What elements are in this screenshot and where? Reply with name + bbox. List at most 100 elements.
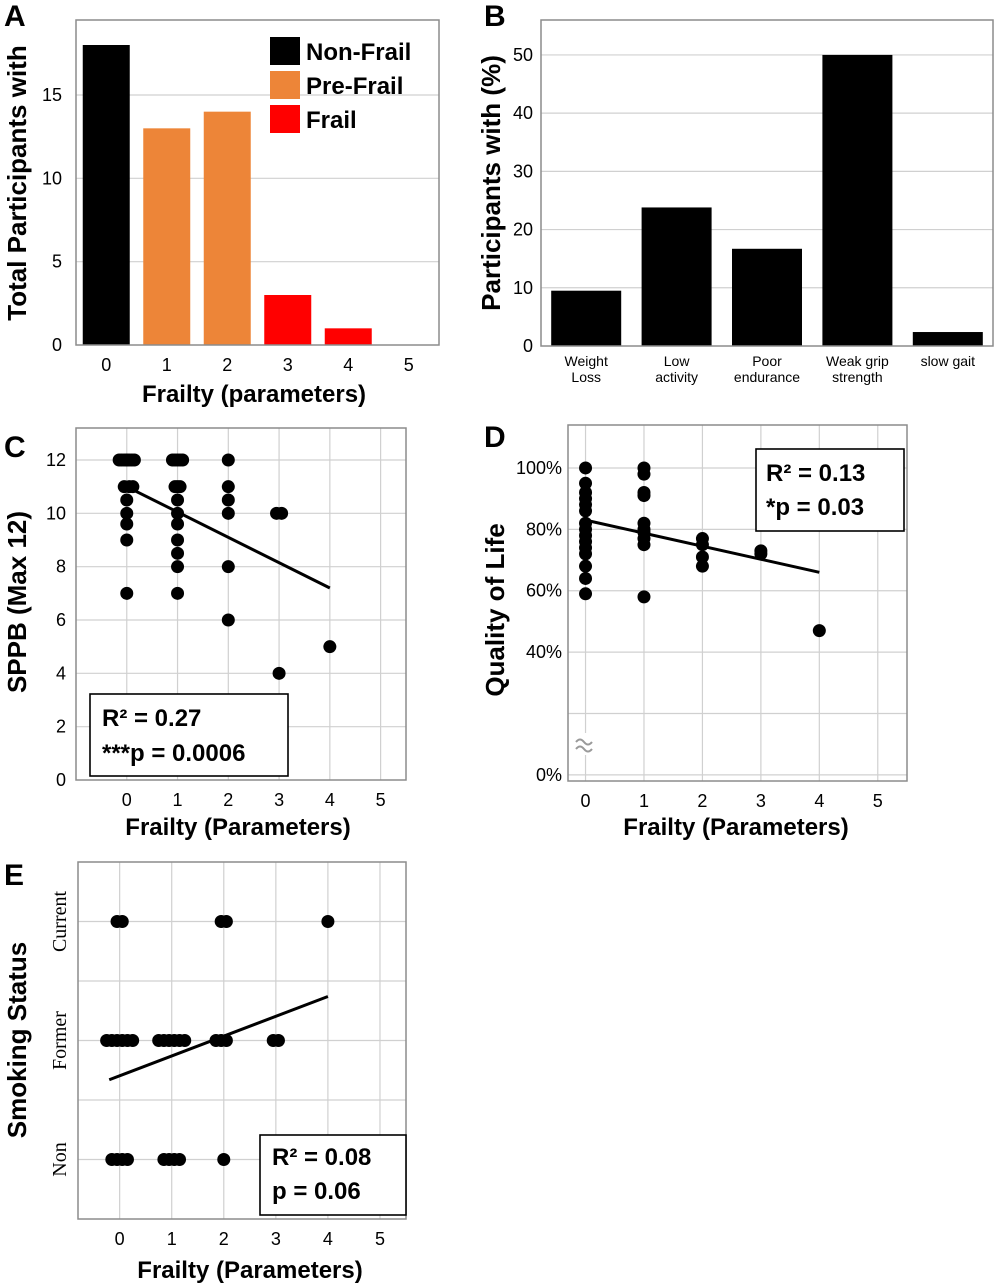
x-tick-label: 3	[283, 355, 293, 375]
panel-c-plot-area	[75, 427, 407, 781]
panel-e-plot-area	[77, 861, 407, 1220]
y-tick-label: 0	[523, 336, 533, 356]
y-tick-label: 40	[513, 103, 533, 123]
data-point	[221, 453, 235, 467]
x-tick-label: 2	[223, 790, 233, 810]
x-tick-label: 2	[222, 355, 232, 375]
y-tick-label: Non	[49, 1142, 71, 1176]
data-point	[219, 915, 233, 928]
panel-c-stats-box: R² = 0.27 ***p = 0.0006	[89, 693, 289, 777]
bar-4	[324, 328, 372, 345]
y-tick-label: 15	[42, 85, 62, 105]
x-tick-label: 2	[219, 1229, 229, 1249]
data-point	[173, 1153, 187, 1166]
data-point	[637, 590, 651, 604]
x-category-label: Poor	[752, 353, 782, 369]
data-point	[173, 453, 187, 467]
x-tick-label: 3	[271, 1229, 281, 1249]
data-point	[637, 538, 651, 552]
data-point	[579, 559, 593, 573]
y-tick-label: 20	[513, 220, 533, 240]
data-point	[637, 489, 651, 503]
bar-1	[143, 128, 191, 345]
y-tick-label: 5	[52, 252, 62, 272]
panel-e-x-axis-label: Frailty (Parameters)	[137, 1257, 362, 1284]
x-tick-label: 5	[404, 355, 414, 375]
data-point	[171, 560, 185, 574]
panel-d-p-value: *p = 0.03	[766, 494, 864, 521]
data-point	[812, 624, 826, 638]
legend-swatch	[270, 71, 300, 99]
x-tick-label: 0	[581, 791, 591, 811]
data-point	[579, 571, 593, 585]
data-point	[171, 506, 185, 520]
y-tick-label: 50	[513, 45, 533, 65]
y-tick-label: 100%	[516, 458, 562, 478]
data-point	[271, 1034, 285, 1047]
x-tick-label: 0	[101, 355, 111, 375]
y-tick-label: 2	[56, 717, 66, 737]
panel-c-y-axis-label: SPPB (Max 12)	[2, 511, 32, 693]
data-point	[219, 1034, 233, 1047]
y-tick-label: 10	[42, 168, 62, 188]
x-tick-label: 1	[167, 1229, 177, 1249]
x-category-label: endurance	[734, 369, 800, 385]
y-tick-label: 6	[56, 610, 66, 630]
legend-swatch	[270, 37, 300, 65]
x-tick-label: 1	[162, 355, 172, 375]
panel-e-p-value: p = 0.06	[272, 1178, 361, 1205]
bar-weak-grip	[822, 54, 893, 347]
panel-e-r-squared: R² = 0.08	[272, 1144, 371, 1171]
x-tick-label: 4	[814, 791, 824, 811]
data-point	[579, 587, 593, 601]
panel-d-stats-box: R² = 0.13 *p = 0.03	[755, 448, 905, 532]
y-tick-label: 60%	[526, 581, 562, 601]
panel-c-p-value: ***p = 0.0006	[102, 740, 245, 767]
legend-label: Frail	[306, 107, 357, 134]
panel-d-scatter: D 100% 80% 60% 40% 0% 0 1 2 3 4 5 R² = 0.13 *p = …	[480, 421, 908, 841]
panel-a-legend: Non-Frail Pre-Frail Frail	[270, 37, 411, 134]
data-point	[120, 517, 134, 531]
data-point	[171, 533, 185, 547]
data-point	[221, 560, 235, 574]
y-tick-label: 8	[56, 557, 66, 577]
y-tick-label: 40%	[526, 642, 562, 662]
data-point	[126, 1034, 140, 1047]
data-point	[221, 613, 235, 627]
data-point	[120, 533, 134, 547]
x-category-label: slow gait	[921, 353, 976, 369]
data-point	[171, 586, 185, 600]
y-tick-label: Former	[49, 1011, 71, 1070]
data-point	[695, 550, 709, 564]
y-tick-label: 30	[513, 161, 533, 181]
data-point	[695, 559, 709, 573]
data-point	[120, 453, 134, 467]
x-tick-label: 3	[756, 791, 766, 811]
legend-label: Non-Frail	[306, 39, 411, 66]
panel-e-stats-box: R² = 0.08 p = 0.06	[259, 1134, 407, 1216]
panel-d-plot-area	[567, 424, 908, 782]
legend-label: Pre-Frail	[306, 73, 403, 100]
panel-e-label: E	[4, 859, 24, 892]
bar-slow-gait	[912, 332, 983, 346]
bar-weight	[551, 290, 622, 346]
panel-c-x-axis-label: Frailty (Parameters)	[125, 814, 350, 841]
y-tick-label: 0	[56, 770, 66, 790]
y-tick-label: 0%	[536, 765, 562, 785]
x-tick-label: 4	[325, 790, 335, 810]
data-point	[126, 480, 140, 494]
data-point	[221, 480, 235, 494]
data-point	[637, 467, 651, 481]
panel-a-plot-area	[75, 19, 440, 346]
data-point	[323, 640, 337, 654]
axis-break-icon	[574, 733, 596, 755]
data-point	[579, 504, 593, 518]
panel-a-y-axis-label: Total Participants with	[2, 45, 32, 320]
data-point	[120, 506, 134, 520]
x-tick-label: 0	[122, 790, 132, 810]
bar-low	[641, 207, 712, 346]
panel-e-y-axis-label: Smoking Status	[2, 942, 32, 1138]
